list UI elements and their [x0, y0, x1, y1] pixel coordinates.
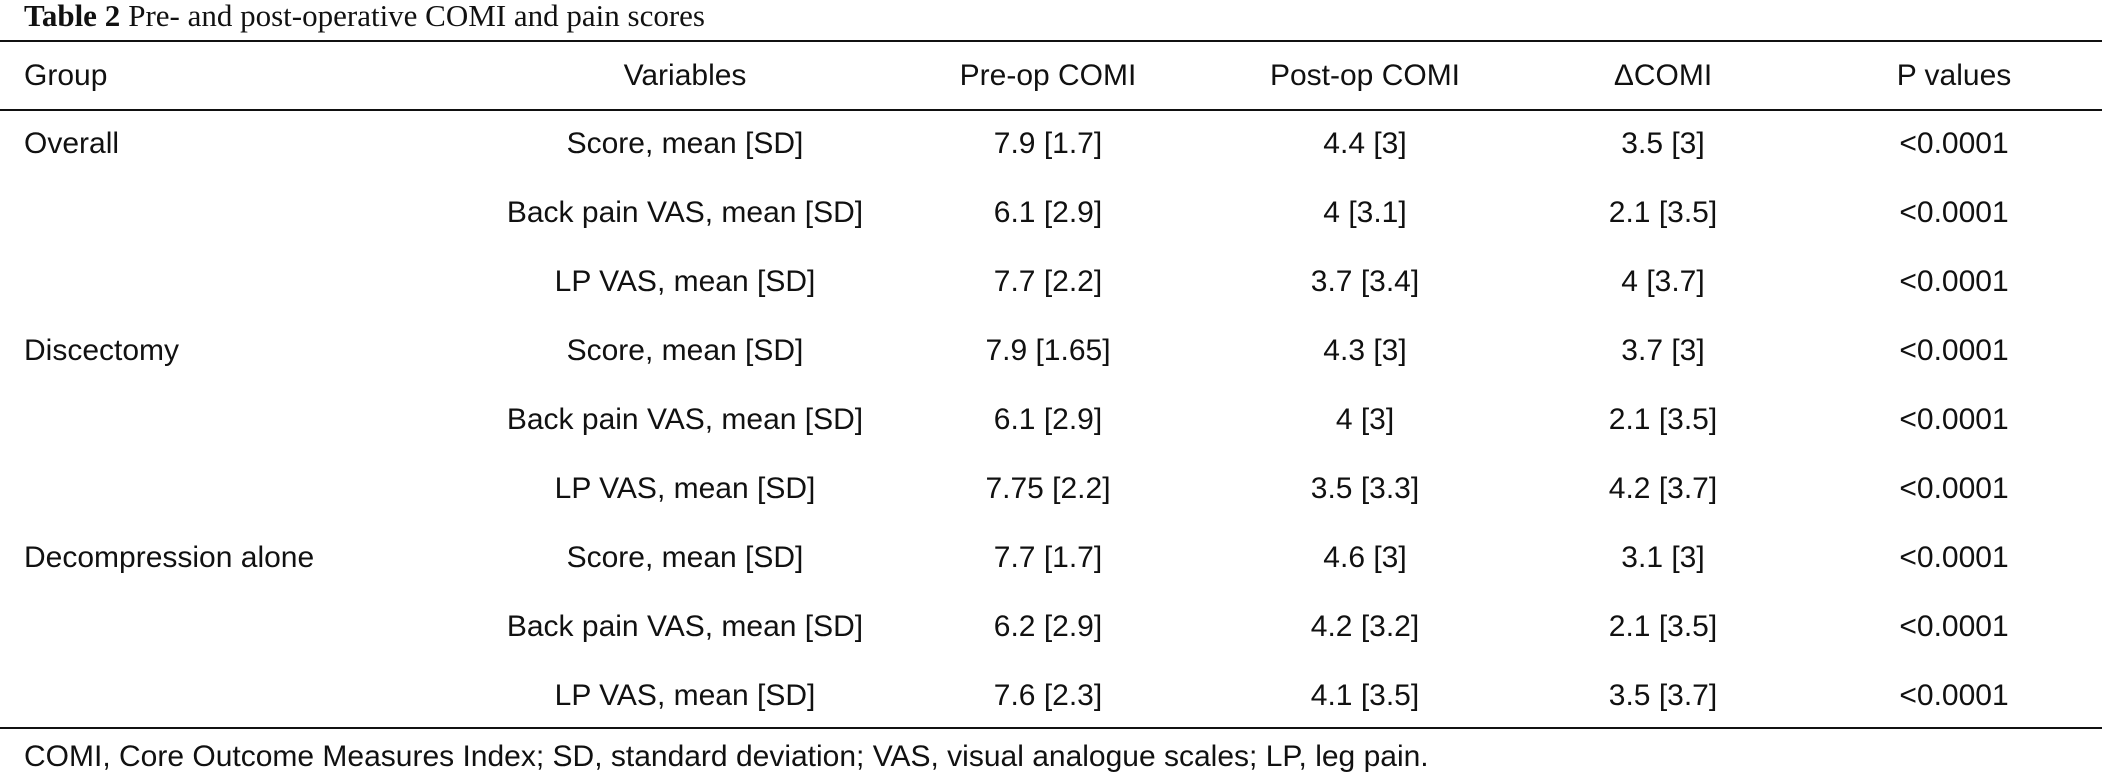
table-footnote: COMI, Core Outcome Measures Index; SD, s… [24, 740, 1429, 773]
table-title: Pre- and post-operative COMI and pain sc… [128, 0, 705, 33]
table-caption: Table 2 Pre- and post-operative COMI and … [24, 0, 705, 34]
cell-pre-op: 7.75 [2.2] [985, 471, 1111, 505]
cell-delta: 4.2 [3.7] [1608, 471, 1718, 505]
cell-p-value: <0.0001 [1899, 678, 2009, 712]
cell-post-op: 4 [3] [1335, 402, 1395, 436]
cell-variable: Score, mean [SD] [566, 126, 804, 160]
column-header-variables: Variables [623, 58, 747, 92]
table-row: LP VAS, mean [SD] 7.75 [2.2] 3.5 [3.3] 4… [0, 454, 2102, 523]
cell-group: Decompression alone [24, 540, 315, 574]
cell-delta: 2.1 [3.5] [1608, 609, 1718, 643]
cell-p-value: <0.0001 [1899, 126, 2009, 160]
cell-pre-op: 7.9 [1.7] [993, 126, 1103, 160]
cell-delta: 3.7 [3] [1621, 333, 1705, 367]
cell-variable: LP VAS, mean [SD] [554, 678, 816, 712]
cell-delta: 3.5 [3.7] [1608, 678, 1718, 712]
cell-variable: LP VAS, mean [SD] [554, 264, 816, 298]
bottom-rule [0, 727, 2102, 729]
cell-p-value: <0.0001 [1899, 264, 2009, 298]
cell-p-value: <0.0001 [1899, 609, 2009, 643]
cell-post-op: 4.1 [3.5] [1310, 678, 1420, 712]
table-label: Table 2 [24, 0, 121, 33]
header-row: Group Variables Pre-op COMI Post-op COMI… [0, 42, 2102, 109]
results-table: Group Variables Pre-op COMI Post-op COMI… [0, 42, 2102, 730]
cell-delta: 3.1 [3] [1621, 540, 1705, 574]
column-header-delta-comi: ΔCOMI [1613, 58, 1713, 92]
column-header-group: Group [24, 58, 108, 92]
top-rule [0, 40, 2102, 42]
cell-pre-op: 7.9 [1.65] [985, 333, 1111, 367]
cell-delta: 4 [3.7] [1621, 264, 1705, 298]
cell-post-op: 3.7 [3.4] [1310, 264, 1420, 298]
cell-p-value: <0.0001 [1899, 471, 2009, 505]
cell-pre-op: 7.7 [2.2] [993, 264, 1103, 298]
header-rule [0, 109, 2102, 111]
cell-post-op: 4.2 [3.2] [1310, 609, 1420, 643]
cell-group [0, 385, 484, 454]
cell-delta: 3.5 [3] [1621, 126, 1705, 160]
column-header-p-values: P values [1896, 58, 2012, 92]
table-row: Back pain VAS, mean [SD] 6.1 [2.9] 4 [3.… [0, 178, 2102, 247]
cell-p-value: <0.0001 [1899, 402, 2009, 436]
cell-p-value: <0.0001 [1899, 333, 2009, 367]
column-header-pre-op-comi: Pre-op COMI [959, 58, 1137, 92]
table-row: Back pain VAS, mean [SD] 6.2 [2.9] 4.2 [… [0, 592, 2102, 661]
cell-group: Discectomy [24, 333, 180, 367]
cell-pre-op: 6.1 [2.9] [993, 195, 1103, 229]
cell-variable: Back pain VAS, mean [SD] [506, 609, 864, 643]
cell-post-op: 4.3 [3] [1323, 333, 1407, 367]
cell-group [0, 178, 484, 247]
cell-variable: LP VAS, mean [SD] [554, 471, 816, 505]
cell-pre-op: 7.7 [1.7] [993, 540, 1103, 574]
column-header-post-op-comi: Post-op COMI [1269, 58, 1461, 92]
cell-variable: Back pain VAS, mean [SD] [506, 402, 864, 436]
cell-post-op: 4.6 [3] [1323, 540, 1407, 574]
cell-group [0, 247, 484, 316]
cell-post-op: 4.4 [3] [1323, 126, 1407, 160]
table-row: Back pain VAS, mean [SD] 6.1 [2.9] 4 [3]… [0, 385, 2102, 454]
cell-pre-op: 6.1 [2.9] [993, 402, 1103, 436]
cell-group: Overall [24, 126, 120, 160]
cell-delta: 2.1 [3.5] [1608, 195, 1718, 229]
cell-group [0, 592, 484, 661]
cell-variable: Score, mean [SD] [566, 333, 804, 367]
cell-group [0, 661, 484, 730]
cell-group [0, 454, 484, 523]
table-row: LP VAS, mean [SD] 7.6 [2.3] 4.1 [3.5] 3.… [0, 661, 2102, 730]
cell-p-value: <0.0001 [1899, 195, 2009, 229]
cell-pre-op: 7.6 [2.3] [993, 678, 1103, 712]
cell-variable: Score, mean [SD] [566, 540, 804, 574]
cell-pre-op: 6.2 [2.9] [993, 609, 1103, 643]
table-row: Overall Score, mean [SD] 7.9 [1.7] 4.4 [… [0, 109, 2102, 178]
cell-post-op: 4 [3.1] [1323, 195, 1407, 229]
cell-post-op: 3.5 [3.3] [1310, 471, 1420, 505]
table-row: LP VAS, mean [SD] 7.7 [2.2] 3.7 [3.4] 4 … [0, 247, 2102, 316]
cell-variable: Back pain VAS, mean [SD] [506, 195, 864, 229]
table-row: Decompression alone Score, mean [SD] 7.7… [0, 523, 2102, 592]
table-row: Discectomy Score, mean [SD] 7.9 [1.65] 4… [0, 316, 2102, 385]
cell-delta: 2.1 [3.5] [1608, 402, 1718, 436]
cell-p-value: <0.0001 [1899, 540, 2009, 574]
